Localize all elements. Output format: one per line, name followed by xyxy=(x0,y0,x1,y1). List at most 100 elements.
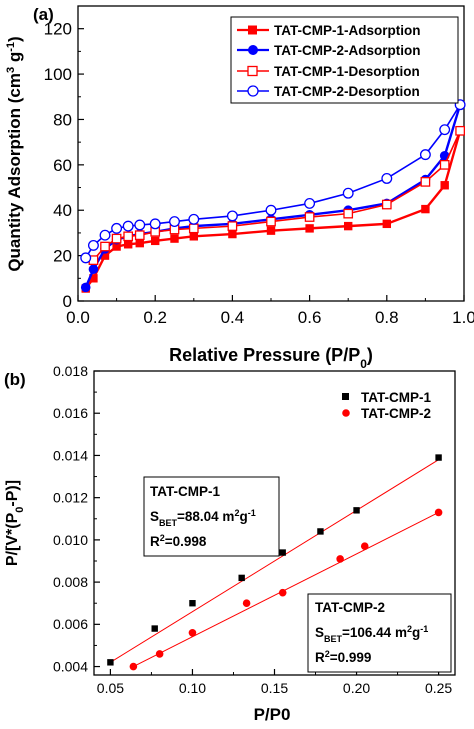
panel-b-y-axis-label: P/[V*(P0-P)] xyxy=(4,480,26,566)
panel-b-series xyxy=(107,454,443,671)
data-point xyxy=(265,204,277,216)
series-tat-cmp-2-desorption xyxy=(80,99,466,264)
legend-entry-tat-cmp-2-adsorption: TAT-CMP-2-Adsorption xyxy=(237,43,420,58)
data-point xyxy=(189,232,198,241)
data-point xyxy=(266,216,276,227)
data-point xyxy=(112,242,121,251)
annotation-title: TAT-CMP-2 xyxy=(315,600,385,615)
data-point xyxy=(242,599,251,608)
y-tick-label: 0.004 xyxy=(53,658,88,674)
data-point xyxy=(343,208,354,219)
legend-label: TAT-CMP-1 xyxy=(361,390,431,405)
data-point xyxy=(381,199,392,210)
annotation-surface-area: SBET=88.04 m2g-1 xyxy=(150,508,256,528)
x-tick-label: 0.4 xyxy=(221,308,245,327)
legend-entry-tat-cmp-1-desorption: TAT-CMP-1-Desorption xyxy=(237,64,420,79)
data-point xyxy=(227,221,238,231)
y-tick-label: 0.014 xyxy=(53,447,88,463)
legend-marker xyxy=(247,85,259,97)
data-point xyxy=(439,124,451,136)
panel-a-x-axis-label: Relative Pressure (P/P0) xyxy=(169,345,373,371)
data-point xyxy=(88,264,99,275)
data-point xyxy=(238,574,245,582)
data-point xyxy=(149,218,161,230)
data-point xyxy=(278,588,287,597)
y-tick-label: 20 xyxy=(53,247,72,266)
panel-b-axis-ticks: 0.05 0.10 0.15 0.20 0.25 0.004 0.006 0.008 0.010… xyxy=(53,363,452,696)
annotation-surface-area: SBET=106.44 m2g-1 xyxy=(315,624,428,644)
data-point xyxy=(266,226,276,235)
data-point xyxy=(382,219,391,229)
data-point xyxy=(122,220,134,232)
y-tick-label: 0.008 xyxy=(53,574,88,590)
data-point xyxy=(353,507,360,514)
legend-marker xyxy=(248,45,258,55)
data-point xyxy=(305,224,314,233)
annotation-r-squared: R2=0.998 xyxy=(150,533,207,549)
data-point xyxy=(336,555,344,563)
annotation-box xyxy=(307,593,452,673)
panel-b: (b) 0.05 0.10 0.15 0.20 0.250.0040.0060.0080… xyxy=(4,363,456,724)
data-point xyxy=(381,173,393,184)
x-tick-label: 0.20 xyxy=(343,680,370,696)
panel-b-legend: TAT-CMP-1 TAT-CMP-2 xyxy=(342,390,431,421)
data-point xyxy=(421,204,430,214)
fit-line xyxy=(133,511,439,668)
data-point xyxy=(226,210,238,222)
data-point xyxy=(188,223,199,234)
legend-entry-tat-cmp-2: TAT-CMP-2 xyxy=(342,406,431,421)
data-point xyxy=(80,252,92,264)
annotation-tat-cmp-1: TAT-CMP-1 SBET=88.04 m2g-1 R2=0.998 xyxy=(143,476,280,557)
x-tick-label: 0.15 xyxy=(261,680,288,696)
data-point xyxy=(304,212,315,222)
data-point xyxy=(279,549,286,556)
data-point xyxy=(188,628,197,637)
data-point xyxy=(100,251,110,260)
y-tick-label: 100 xyxy=(44,65,72,84)
legend-entry-tat-cmp-1-adsorption: TAT-CMP-1-Adsorption xyxy=(237,23,420,38)
data-point xyxy=(304,197,316,209)
legend-label: TAT-CMP-2-Adsorption xyxy=(274,43,420,58)
data-point xyxy=(155,650,164,658)
legend-marker xyxy=(342,393,349,400)
legend-label: TAT-CMP-2 xyxy=(361,406,431,421)
data-point xyxy=(189,600,196,607)
panel-a-legend-box xyxy=(230,16,459,104)
data-point xyxy=(170,234,179,243)
data-point xyxy=(188,213,200,225)
y-tick-label: 0.016 xyxy=(53,405,88,421)
data-point xyxy=(129,662,138,671)
legend-marker xyxy=(342,409,350,417)
series-tat-cmp-1-desorption xyxy=(88,125,465,266)
fit-line xyxy=(110,459,439,663)
series-line xyxy=(84,104,462,288)
data-point xyxy=(420,177,431,187)
data-point xyxy=(123,240,133,249)
panel-b-label: (b) xyxy=(4,370,26,389)
data-point xyxy=(228,229,237,239)
data-point xyxy=(107,659,114,666)
data-point xyxy=(439,159,450,170)
data-point xyxy=(123,231,134,242)
legend-label: TAT-CMP-1-Desorption xyxy=(274,64,420,79)
x-tick-label: 0.0 xyxy=(66,308,90,327)
panel-a-axis-ticks: 0.0 0.2 0.4 0.6 0.8 1.0 0 20 40 60 80 100 120 xyxy=(44,20,474,327)
x-tick-label: 0.25 xyxy=(425,680,452,696)
data-point xyxy=(317,528,324,535)
x-tick-label: 1.0 xyxy=(452,308,474,327)
panel-a-y-axis-label: Quantity Adsorption (cm3 g-1) xyxy=(5,36,24,271)
data-point xyxy=(100,241,110,252)
series-tat-cmp-2-adsorption xyxy=(80,99,465,293)
panel-a: (a) 0.0 0.2 0.4 0.6 0.8 1.0 0 20 40 60 80 100 120 Re… xyxy=(5,5,474,371)
y-tick-label: 40 xyxy=(53,201,72,220)
x-tick-label: 0.10 xyxy=(179,680,206,696)
data-point xyxy=(455,125,465,136)
y-tick-label: 120 xyxy=(44,20,72,39)
data-point xyxy=(344,221,353,231)
panel-a-legend: TAT-CMP-1-Adsorption TAT-CMP-2-Adsorptio… xyxy=(230,16,459,104)
data-point xyxy=(151,236,160,246)
series-tat-cmp-1 xyxy=(107,454,442,666)
legend-marker xyxy=(247,65,258,77)
panel-a-label: (a) xyxy=(33,5,54,24)
data-point xyxy=(435,454,442,461)
